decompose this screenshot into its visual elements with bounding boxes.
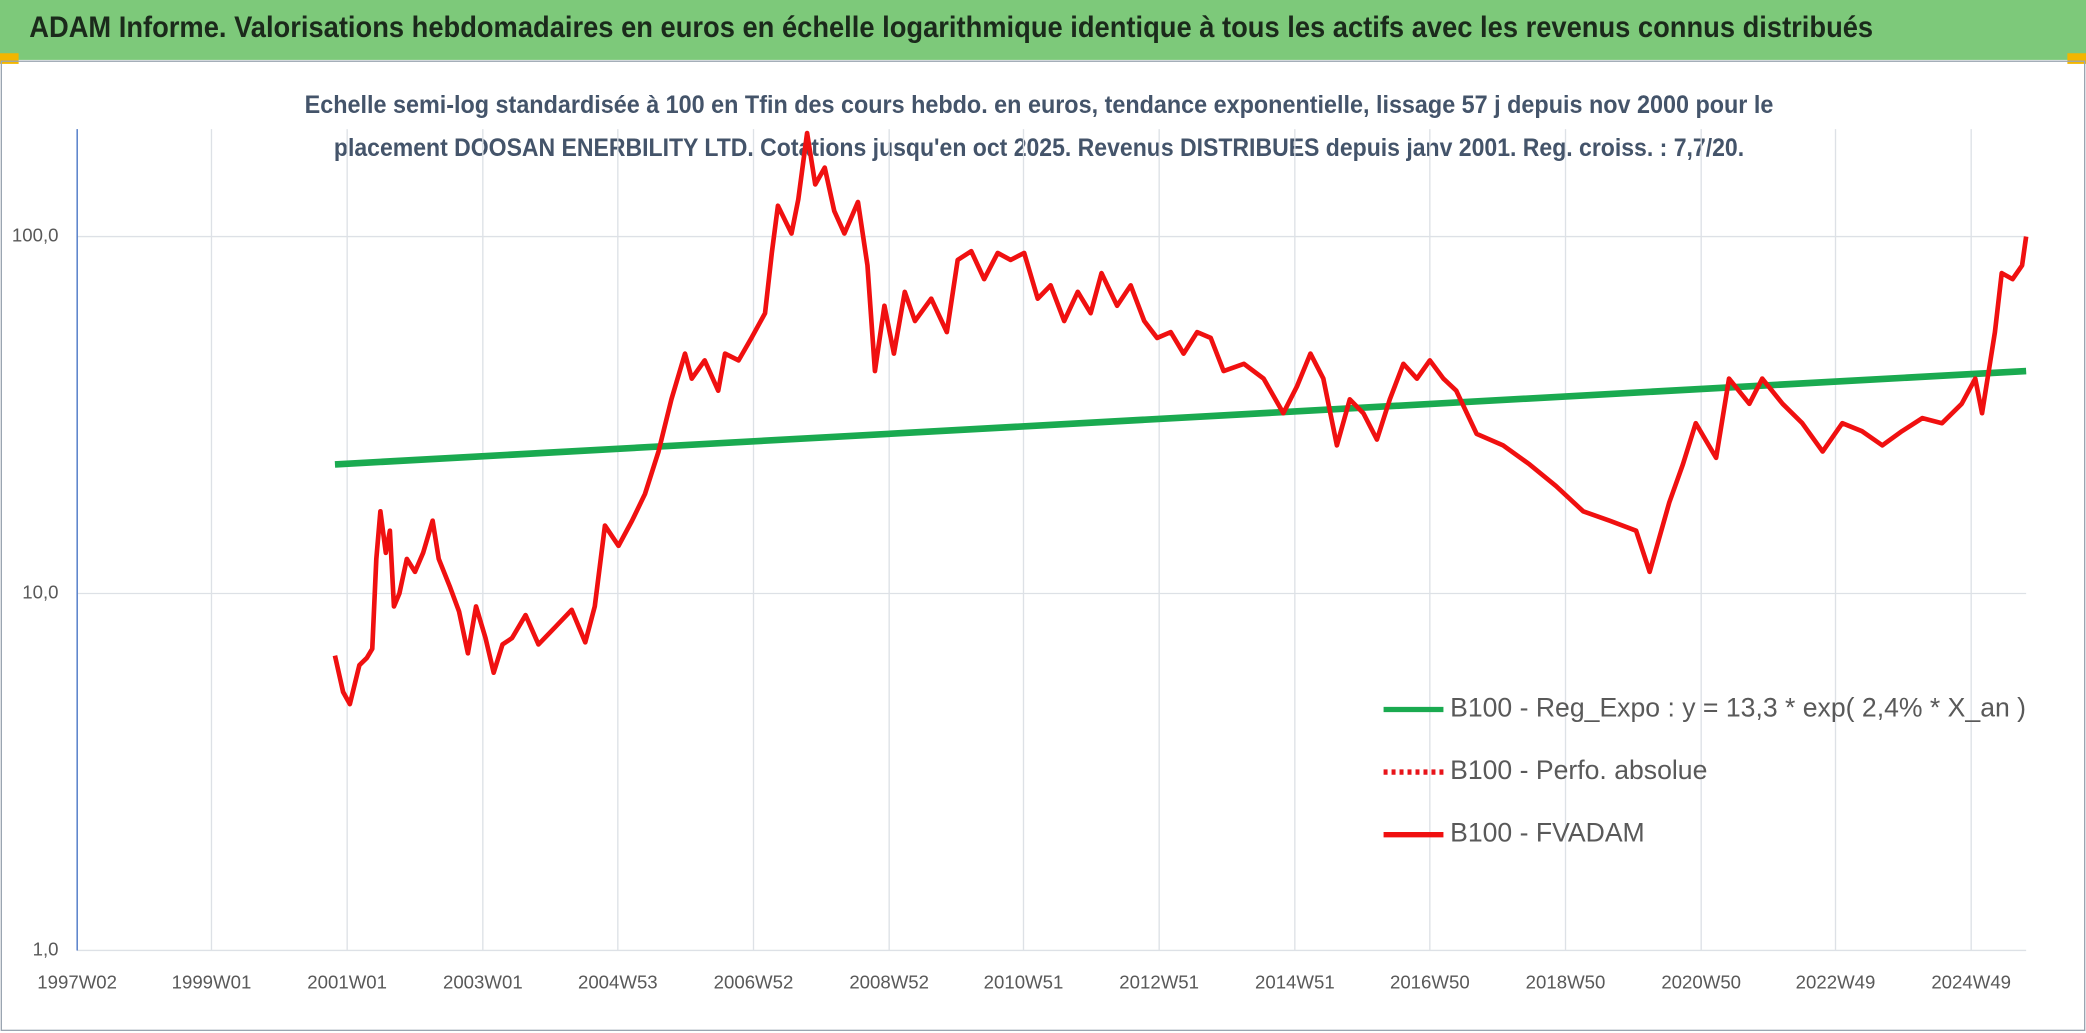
- x-tick-label: 2008W52: [849, 972, 929, 993]
- x-tick-label: 2024W49: [1931, 972, 2011, 993]
- header-band: [0, 0, 2086, 60]
- x-tick-label: 2001W01: [307, 972, 387, 993]
- x-tick-label: 2022W49: [1796, 972, 1876, 993]
- legend-label: B100 - Reg_Expo : y = 13,3 * exp( 2,4% *…: [1450, 693, 2026, 723]
- y-tick-label: 10,0: [22, 581, 58, 602]
- chart-title: ADAM Informe. Valorisations hebdomadaire…: [29, 12, 1873, 44]
- legend-label: B100 - Perfo. absolue: [1450, 755, 1707, 785]
- corner: [0, 53, 19, 64]
- y-tick-label: 100,0: [12, 224, 59, 245]
- series-line: [332, 130, 2029, 707]
- x-tick-label: 1997W02: [37, 972, 117, 993]
- chart-subtitle: placement DOOSAN ENERBILITY LTD. Cotatio…: [334, 134, 1744, 162]
- x-tick-label: 2006W52: [714, 972, 794, 993]
- chart-subtitle: Echelle semi-log standardisée à 100 en T…: [305, 91, 1774, 119]
- x-tick-label: 2010W51: [984, 972, 1064, 993]
- x-tick-label: 2018W50: [1526, 972, 1606, 993]
- legend-label: B100 - FVADAM: [1450, 818, 1645, 848]
- x-tick-label: 2014W51: [1255, 972, 1335, 993]
- x-tick-label: 2003W01: [443, 972, 523, 993]
- frame: [0, 60, 2086, 1032]
- series-line: [334, 367, 2027, 468]
- x-tick-label: 2004W53: [578, 972, 658, 993]
- plot-area: 1997W02 1999W01 2001W01 2003W01 2004W53 2006W…: [12, 129, 2029, 993]
- x-tick-label: 2020W50: [1661, 972, 1741, 993]
- x-tick-label: 1999W01: [172, 972, 252, 993]
- corner: [2067, 53, 2086, 64]
- x-tick-label: 2016W50: [1390, 972, 1470, 993]
- x-tick-label: 2012W51: [1119, 972, 1199, 993]
- y-tick-label: 1,0: [33, 938, 59, 959]
